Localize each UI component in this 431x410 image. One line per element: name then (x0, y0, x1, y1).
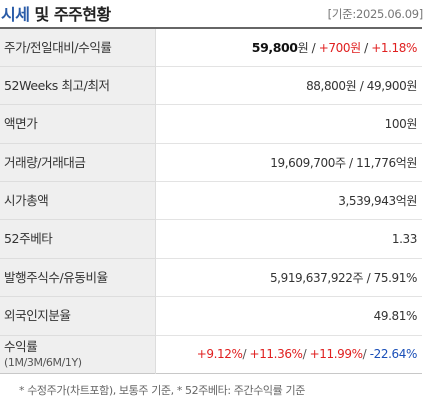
return-6m: +11.99% (309, 347, 363, 362)
foreign-value: 49.81% (155, 296, 422, 336)
return-3m: +11.36% (249, 347, 303, 362)
return-separator: / (362, 347, 370, 362)
price-unit: 원 / (297, 40, 319, 55)
price-value: 59,800 (251, 39, 298, 55)
table-row: 52Weeks 최고/최저 88,800원 / 49,900원 (0, 66, 422, 106)
table-row: 52주베타 1.33 (0, 219, 422, 259)
face-value: 100원 (155, 104, 422, 144)
title-rest: 및 주주현황 (29, 5, 112, 24)
row-label: 발행주식수/유동비율 (0, 258, 156, 298)
row-label: 외국인지분율 (0, 296, 156, 336)
section-header: 시세 및 주주현황 [기준:2025.06.09] (0, 0, 431, 26)
row-label: 주가/전일대비/수익률 (0, 28, 156, 67)
return-1m: +9.12% (196, 347, 243, 362)
row-label: 거래량/거래대금 (0, 143, 156, 183)
price-separator: / (360, 40, 372, 55)
table-row: 수익률 (1M/3M/6M/1Y) +9.12%/ +11.36%/ +11.99… (0, 335, 422, 374)
shares-value: 5,919,637,922주 / 75.91% (155, 258, 422, 298)
base-date: [기준:2025.06.09] (327, 7, 424, 21)
row-label: 52Weeks 최고/최저 (0, 66, 156, 106)
section-title: 시세 및 주주현황 (1, 1, 111, 25)
returns-label: 수익률 (4, 338, 38, 354)
week52-value: 88,800원 / 49,900원 (155, 66, 422, 106)
table-row: 액면가 100원 (0, 104, 422, 144)
footnote: * 수정주가(차트포함), 보통주 기준, * 52주베타: 주간수익률 기준 (19, 384, 305, 397)
return-separator: / (242, 347, 250, 362)
price-value-cell: 59,800원 / +700원 / +1.18% (155, 28, 422, 67)
return-separator: / (302, 347, 310, 362)
return-1y: -22.64% (369, 347, 418, 362)
table-row: 발행주식수/유동비율 5,919,637,922주 / 75.91% (0, 258, 422, 298)
returns-value-cell: +9.12%/ +11.36%/ +11.99%/ -22.64% (155, 335, 422, 373)
table-row: 거래량/거래대금 19,609,700주 / 11,776억원 (0, 143, 422, 183)
price-rate: +1.18% (371, 40, 417, 55)
price-change: +700원 (318, 40, 361, 55)
table-row: 주가/전일대비/수익률 59,800원 / +700원 / +1.18% (0, 28, 422, 67)
stock-info-table: 주가/전일대비/수익률 59,800원 / +700원 / +1.18% 52W… (0, 27, 422, 375)
marketcap-value: 3,539,943억원 (155, 181, 422, 221)
title-accent: 시세 (1, 5, 30, 24)
row-label-returns: 수익률 (1M/3M/6M/1Y) (0, 335, 156, 374)
volume-value: 19,609,700주 / 11,776억원 (155, 143, 422, 183)
table-row: 외국인지분율 49.81% (0, 296, 422, 336)
row-label: 액면가 (0, 104, 156, 144)
returns-sublabel: (1M/3M/6M/1Y) (4, 356, 82, 370)
row-label: 시가총액 (0, 181, 156, 221)
beta-value: 1.33 (155, 219, 422, 259)
table-row: 시가총액 3,539,943억원 (0, 181, 422, 221)
row-label: 52주베타 (0, 219, 156, 259)
